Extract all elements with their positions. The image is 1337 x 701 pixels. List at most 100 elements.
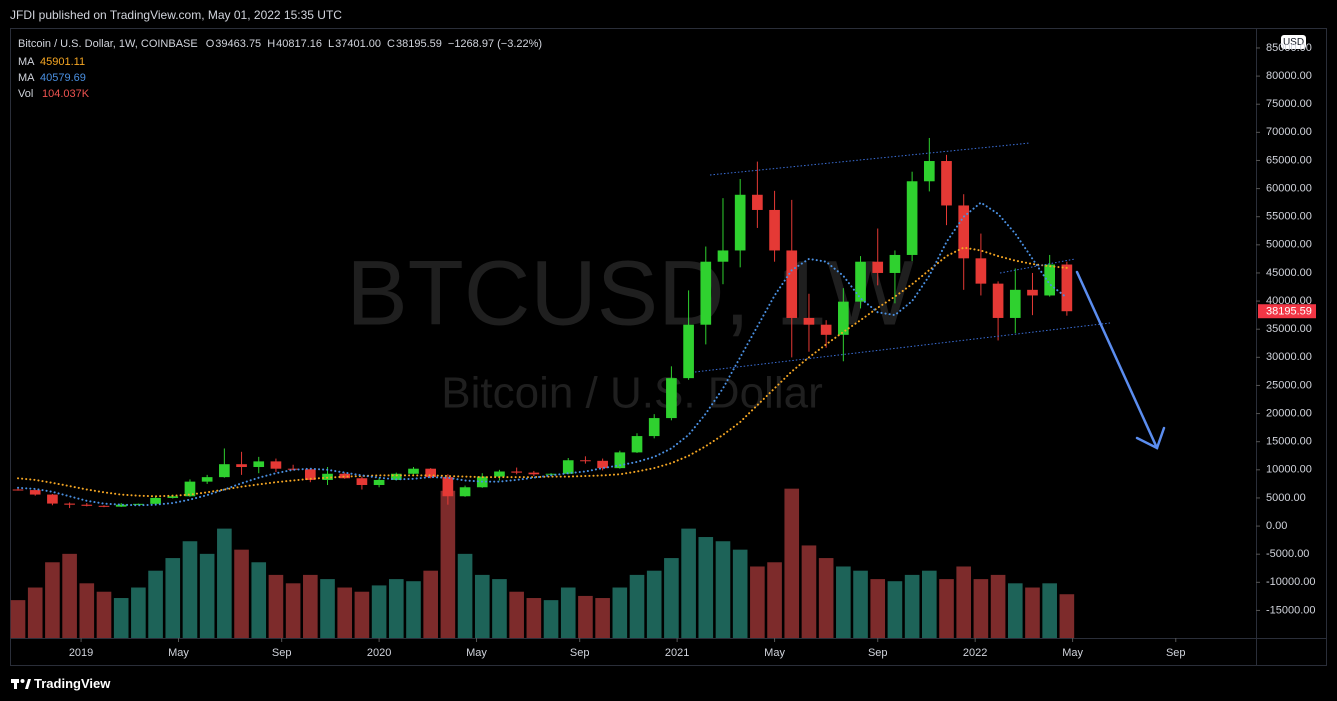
legend-value: 39463.75 [215,38,261,50]
y-tick-label: 5000.00 [1266,492,1306,504]
x-tick-label: 2022 [963,647,987,659]
volume-bar [715,541,731,638]
y-tick-label: 50000.00 [1266,239,1312,251]
candle-body [855,261,866,302]
volume-bar [440,490,456,638]
candle-body [683,324,694,379]
candle-body [1044,264,1056,296]
ma-name: MA [18,56,35,68]
brand: TradingView [11,676,111,691]
volume-bar [354,591,370,638]
candle-body [769,209,780,251]
y-tick-label: -5000.00 [1266,548,1309,560]
volume-bar [646,570,662,638]
currency-badge [1281,35,1306,49]
y-tick-label: 40000.00 [1266,295,1312,307]
volume-bar [303,574,318,638]
candle-body [958,205,970,259]
candle-body [270,461,282,469]
volume-bar [578,595,593,638]
candle-body [64,503,75,505]
ma-value: 40579.69 [40,72,86,84]
watermark-symbol: BTCUSD, 1W [346,242,914,344]
volume-name: Vol [18,88,33,100]
candle-body [184,481,196,497]
candle-body [752,194,763,210]
x-tick-label: Sep [1166,647,1186,659]
candle-body [803,317,815,325]
volume-bar [1007,583,1023,638]
candle-body [975,258,987,284]
candle-body [115,504,127,507]
x-tick-label: Sep [272,647,292,659]
volume-bar [268,574,284,638]
candle-body [666,378,677,419]
y-tick-label: -10000.00 [1266,576,1316,588]
y-tick-label: 60000.00 [1266,182,1312,194]
volume-bar [956,566,972,638]
watermark-description: Bitcoin / U.S. Dollar [441,369,822,418]
legend-key: O [206,38,215,50]
volume-bar [1025,587,1040,638]
ma-value: 45901.11 [40,56,85,68]
chart-border [10,28,1327,666]
candle-body [12,489,24,491]
candle-body [339,473,351,479]
candle-body [889,254,901,273]
legend-value: 37401.00 [335,38,381,50]
volume-bar [801,545,817,638]
y-tick-label: 10000.00 [1266,464,1312,476]
volume-bar [320,579,335,638]
candle-body [545,473,557,475]
channel-inner [999,258,1076,274]
volume-bar [853,570,868,638]
y-tick-label: 65000.00 [1266,154,1312,166]
candle-body [941,161,952,206]
candle-body [442,477,454,497]
volume-bar [543,600,559,638]
volume-bar [165,558,181,638]
x-tick-label: May [1062,647,1083,659]
candle-body [356,478,368,486]
candle-body [236,464,247,468]
legend-value: 40817.16 [276,38,322,50]
volume-bar [182,541,198,638]
volume-bar [474,574,490,638]
volume-bar [388,579,404,638]
y-tick-label: 75000.00 [1266,98,1312,110]
volume-bar [732,549,748,638]
candle-body [786,250,798,318]
price-tag [1258,304,1316,319]
candle-body [992,283,1004,318]
volume-bar [371,585,387,638]
volume-bar [595,598,610,638]
x-tick-label: Sep [868,647,888,659]
candle-body [1027,289,1038,296]
x-tick-label: Sep [570,647,590,659]
candle-body [562,460,574,474]
price-tag-label: 38195.59 [1266,306,1312,318]
volume-bar [492,579,507,638]
volume-bar [750,566,765,638]
candle-body [700,261,712,325]
arrow-shaft [1075,270,1159,450]
candle-body [133,503,144,505]
volume-bar [113,598,129,638]
volume-bar [922,570,937,638]
volume-value: 104.037K [42,88,90,100]
y-tick-label: 70000.00 [1266,126,1312,138]
y-tick-label: 85000.00 [1266,42,1312,54]
candle-body [717,250,729,262]
volume-bar [62,553,77,638]
candle-body [614,452,626,469]
volume-bar [767,562,782,638]
volume-bar [217,528,232,638]
volume-bar [96,591,112,638]
volume-bar [1042,583,1057,638]
candle-body [923,161,935,182]
volume-bar [990,574,1006,638]
legend-key: C [387,38,395,50]
y-tick-label: 45000.00 [1266,267,1312,279]
candle-body [580,460,591,462]
